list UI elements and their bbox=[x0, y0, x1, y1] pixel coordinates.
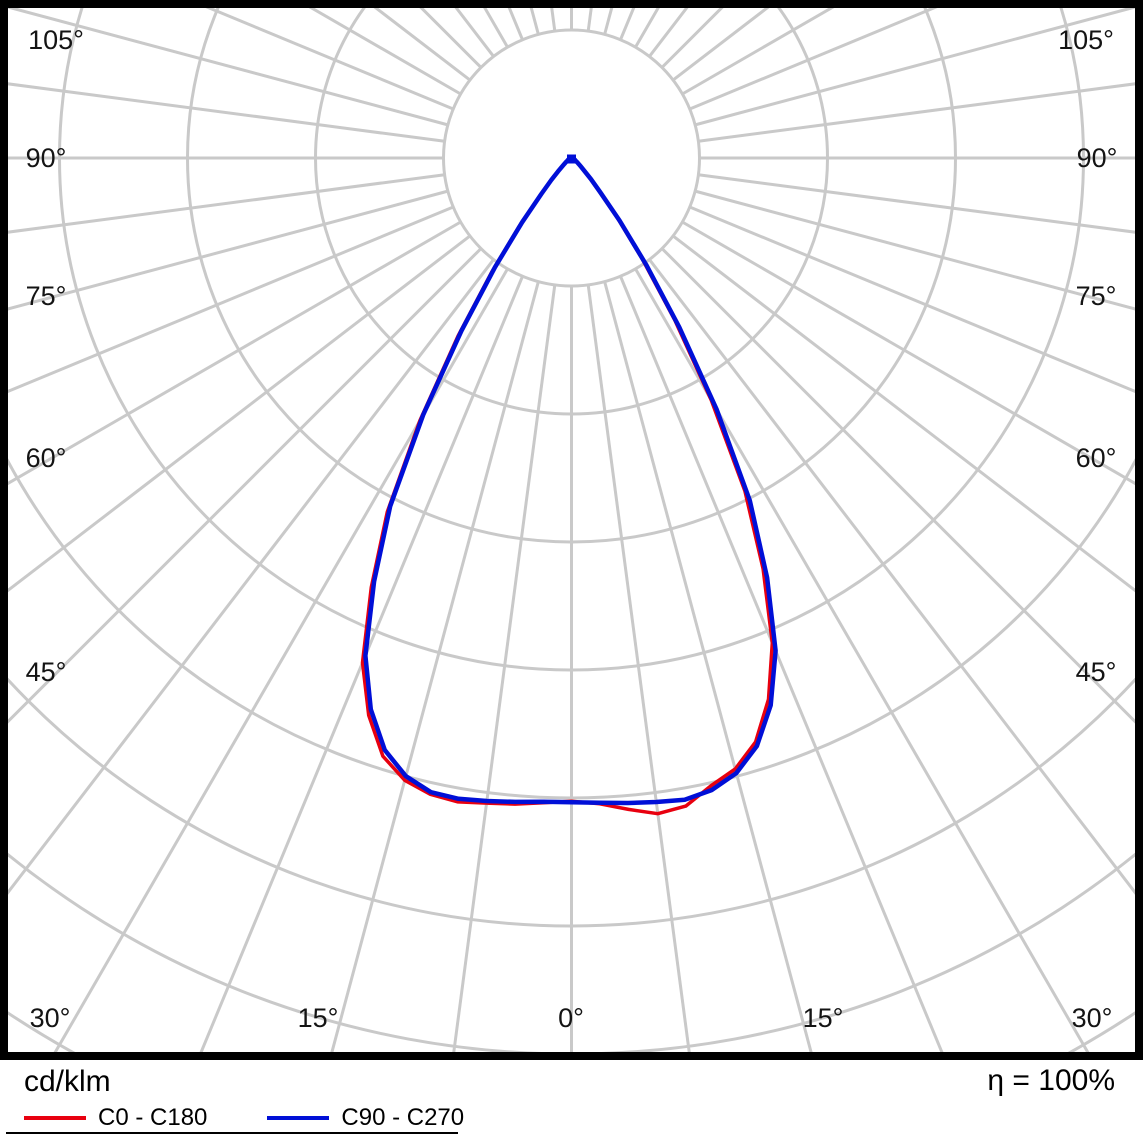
svg-text:60°: 60° bbox=[1076, 443, 1117, 473]
svg-text:0°: 0° bbox=[558, 1003, 584, 1033]
legend-item-c0-c180: C0 - C180 bbox=[24, 1104, 207, 1132]
legend-label-c0-c180: C0 - C180 bbox=[98, 1104, 208, 1131]
svg-text:90°: 90° bbox=[26, 143, 67, 173]
svg-text:105°: 105° bbox=[28, 25, 84, 55]
c90-c270-line-swatch bbox=[267, 1116, 330, 1120]
legend-underline bbox=[6, 1132, 458, 1134]
svg-text:75°: 75° bbox=[26, 281, 67, 311]
svg-text:15°: 15° bbox=[803, 1003, 844, 1033]
plot-frame bbox=[0, 0, 1143, 1060]
curve-c0-c180 bbox=[360, 156, 775, 816]
unit-label: cd/klm bbox=[24, 1065, 111, 1098]
legend-item-c90-c270: C90 - C270 bbox=[267, 1104, 464, 1132]
svg-text:90°: 90° bbox=[1077, 143, 1118, 173]
svg-text:45°: 45° bbox=[1076, 657, 1117, 687]
svg-text:30°: 30° bbox=[30, 1003, 71, 1033]
footer: cd/klm η = 100% C0 - C180 C90 - C270 bbox=[0, 1060, 1143, 1143]
svg-text:75°: 75° bbox=[1076, 281, 1117, 311]
svg-text:30°: 30° bbox=[1072, 1003, 1113, 1033]
c0-c180-line-swatch bbox=[24, 1116, 86, 1120]
svg-text:45°: 45° bbox=[26, 657, 67, 687]
svg-text:60°: 60° bbox=[26, 443, 67, 473]
legend-label-c90-c270: C90 - C270 bbox=[341, 1104, 465, 1131]
svg-text:15°: 15° bbox=[298, 1003, 339, 1033]
svg-text:105°: 105° bbox=[1058, 25, 1114, 55]
efficiency-label: η = 100% bbox=[987, 1064, 1115, 1097]
legend: C0 - C180 C90 - C270 bbox=[24, 1104, 464, 1132]
polar-chart: 105° 90° 75° 60° 45° 30° 15° 0° 15° 30° 45° 60° 75° 9… bbox=[0, 0, 1143, 1060]
apex-marker bbox=[567, 154, 576, 164]
